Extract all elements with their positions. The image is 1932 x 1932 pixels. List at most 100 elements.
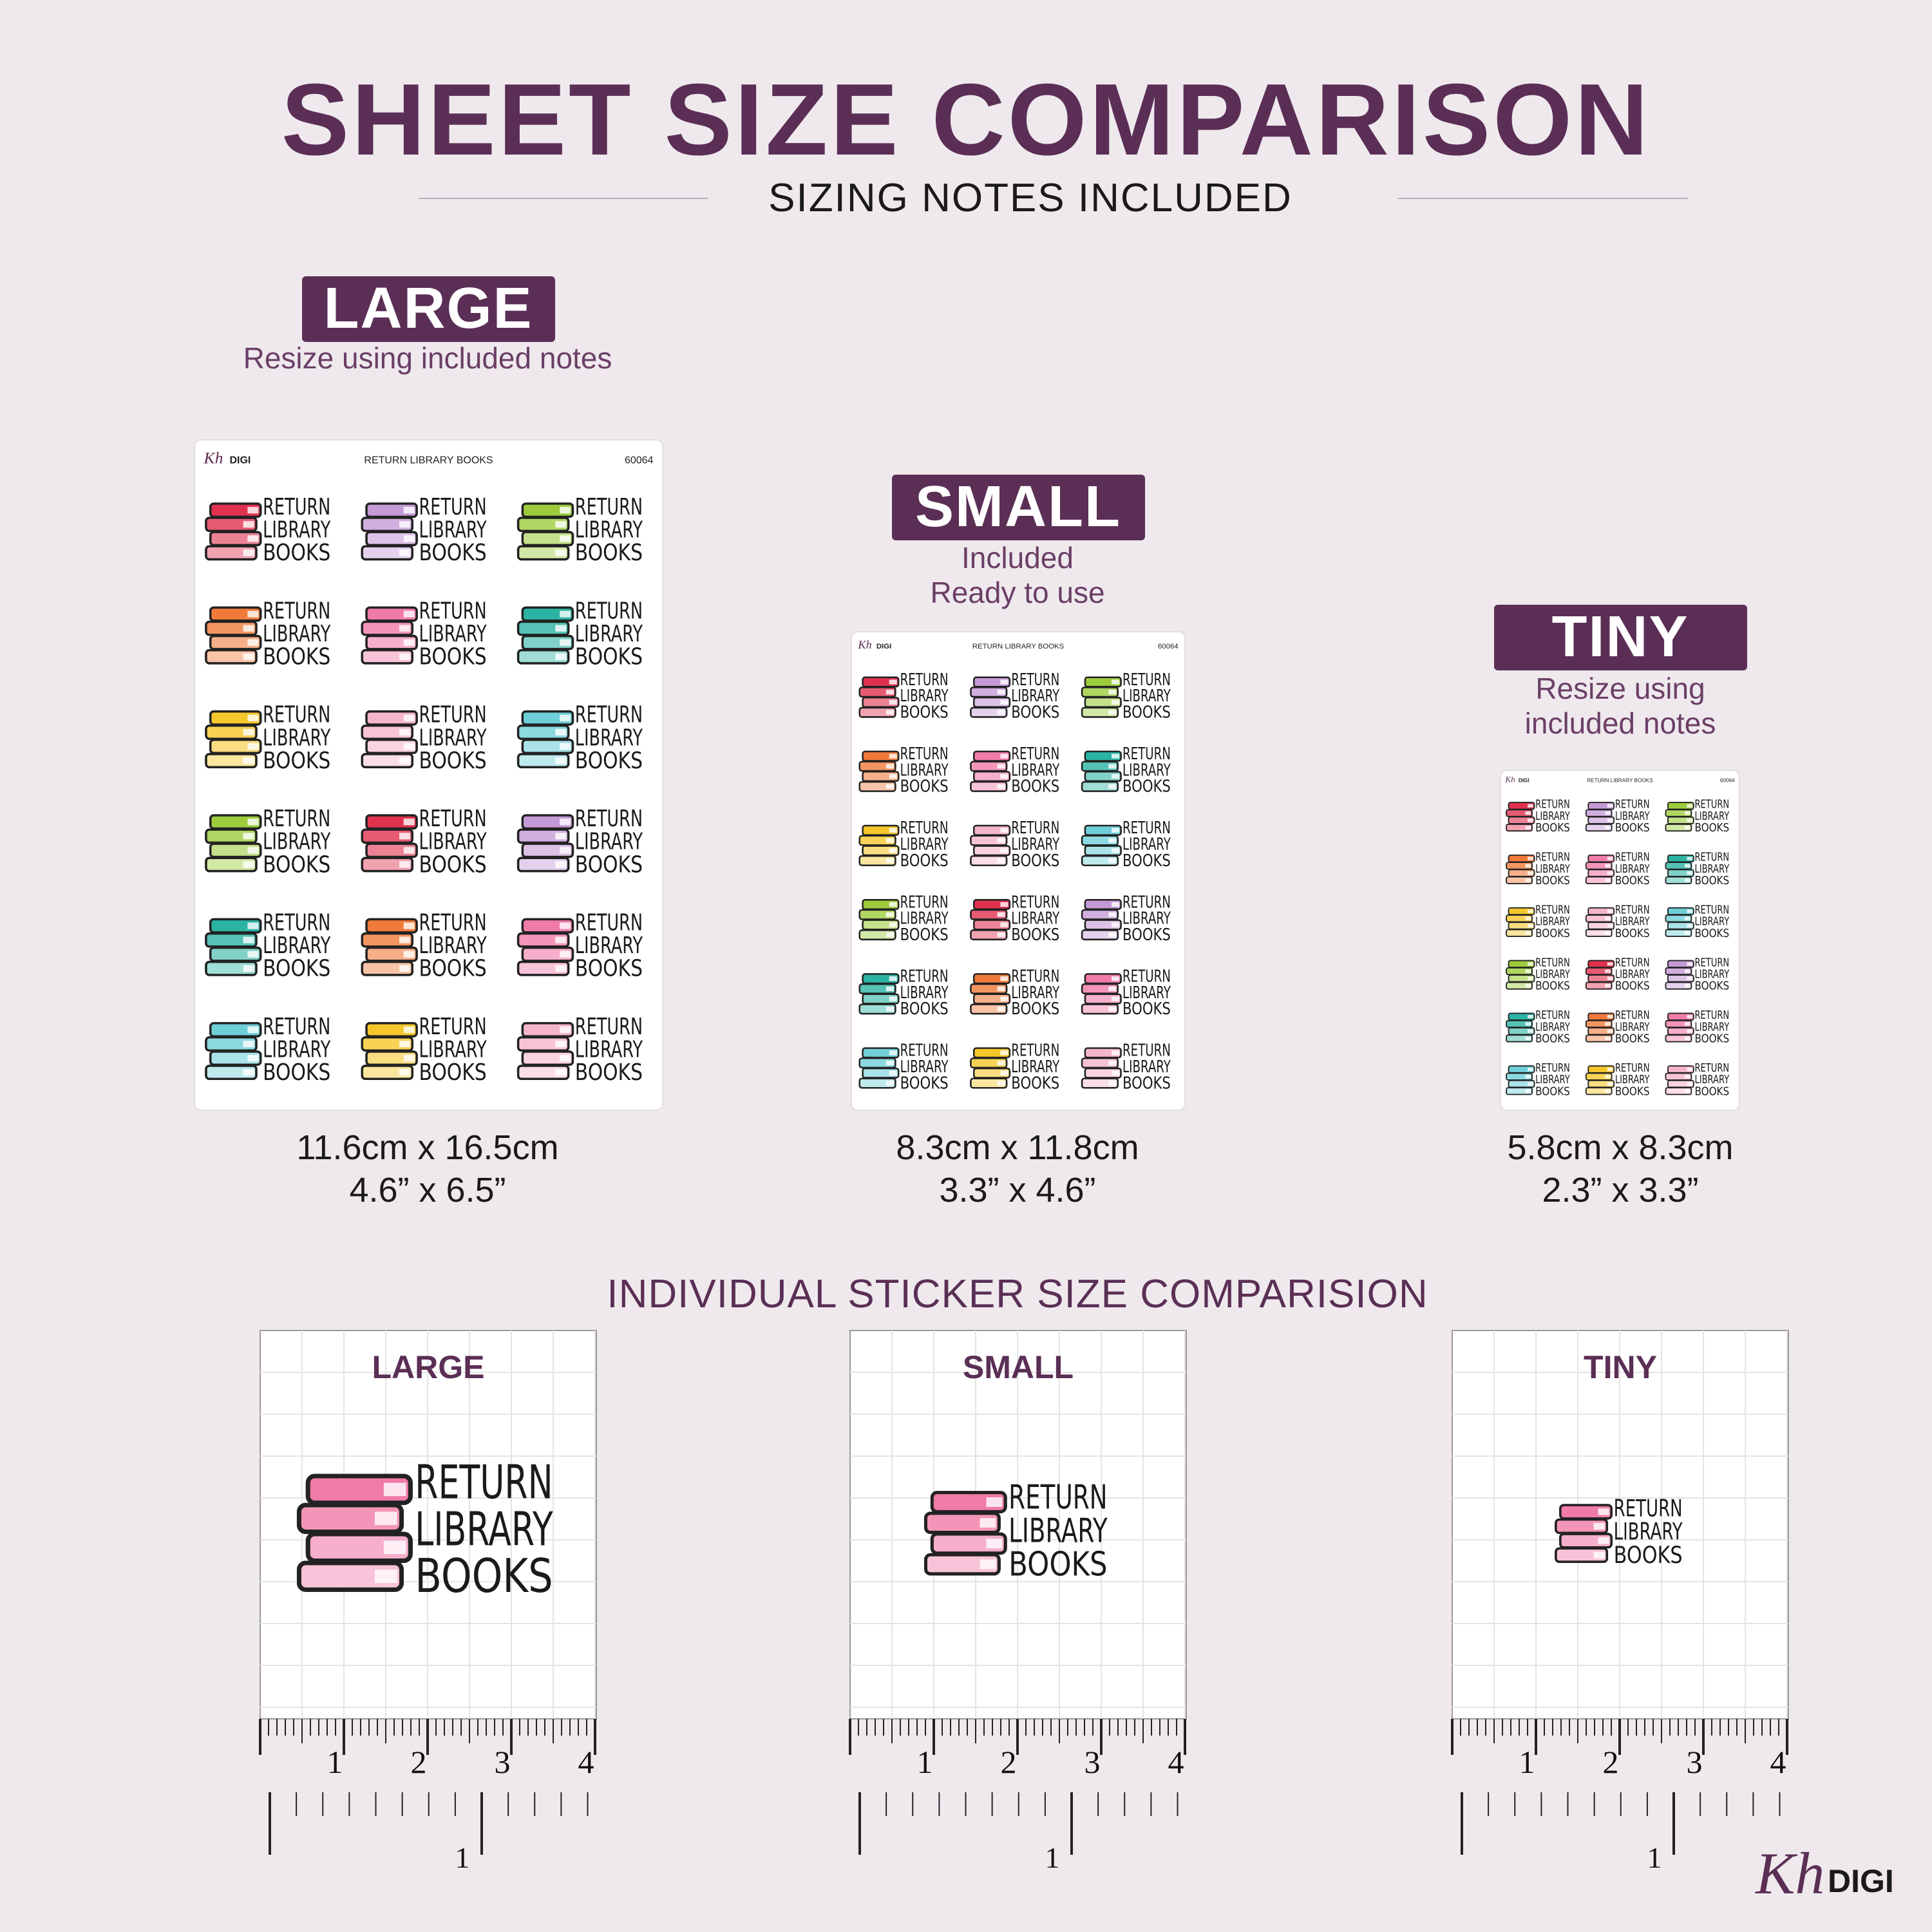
- sticker-text: LIBRARY: [1615, 862, 1650, 876]
- book-pages: [997, 858, 1005, 864]
- book-pages: [1528, 1082, 1533, 1086]
- footer-logo: Kh: [1754, 1841, 1824, 1906]
- sticker-text: RETURN: [900, 818, 949, 837]
- book-pages: [1607, 804, 1613, 808]
- sticker-text: RETURN: [1694, 903, 1729, 916]
- book-pages: [1684, 878, 1690, 882]
- sticker-text: BOOKS: [1535, 1084, 1570, 1098]
- book-pages: [1605, 826, 1611, 829]
- sheet-title: RETURN LIBRARY BOOKS: [972, 643, 1065, 650]
- brand-logo-suffix: DIGI: [876, 643, 891, 650]
- book-pages: [247, 847, 259, 854]
- sticker-text: LIBRARY: [263, 724, 330, 751]
- book-pages: [1593, 1551, 1605, 1558]
- ruler-label: 1: [1045, 1841, 1060, 1874]
- sticker-text: LIBRARY: [263, 517, 330, 544]
- sticker-text: BOOKS: [1011, 1073, 1059, 1092]
- sticker-text: LIBRARY: [415, 1502, 553, 1557]
- sticker-text: LIBRARY: [419, 621, 486, 647]
- book-pages: [243, 549, 254, 556]
- sticker-text: RETURN: [1694, 956, 1729, 969]
- sticker-text: LIBRARY: [419, 829, 486, 855]
- sticker-text: RETURN: [900, 892, 949, 911]
- sticker-text: LIBRARY: [1535, 915, 1570, 929]
- book-pages: [403, 507, 415, 514]
- sheet-title: RETURN LIBRARY BOOKS: [364, 455, 493, 466]
- book-pages: [1525, 1022, 1531, 1026]
- size-note: Resize using included notes: [243, 341, 612, 375]
- book-pages: [1112, 922, 1120, 927]
- ruler-label: 1: [455, 1841, 470, 1874]
- size-in: 4.6” x 6.5”: [349, 1171, 506, 1209]
- book-pages: [1000, 773, 1009, 779]
- book-pages: [1607, 1029, 1613, 1033]
- sticker-text: BOOKS: [1694, 1032, 1729, 1045]
- sticker-text: BOOKS: [900, 925, 949, 944]
- sticker-text: RETURN: [1535, 1009, 1570, 1022]
- book-pages: [1108, 1081, 1117, 1086]
- size-note: Included: [961, 541, 1074, 574]
- sticker-text: BOOKS: [1535, 821, 1570, 835]
- book-pages: [1000, 922, 1009, 927]
- book-pages: [247, 743, 259, 750]
- book-pages: [1605, 969, 1611, 973]
- book-pages: [1607, 1067, 1613, 1072]
- book-pages: [555, 521, 567, 528]
- sticker-text: LIBRARY: [575, 1036, 643, 1063]
- size-note: Resize using: [1535, 672, 1705, 705]
- sticker-text: BOOKS: [419, 644, 486, 670]
- sticker-text: RETURN: [263, 702, 330, 728]
- sticker-text: LIBRARY: [1694, 810, 1729, 823]
- book-pages: [1607, 962, 1613, 966]
- ruler-label: 3: [1687, 1744, 1703, 1780]
- book-pages: [243, 833, 254, 840]
- book-pages: [403, 714, 415, 722]
- sticker-text: BOOKS: [1122, 925, 1171, 944]
- sticker-text: RETURN: [575, 909, 643, 936]
- sticker-text: LIBRARY: [419, 933, 486, 959]
- panel-label: SMALL: [963, 1349, 1074, 1385]
- book-pages: [399, 1040, 410, 1048]
- book-pages: [1112, 1050, 1120, 1056]
- panel-label: LARGE: [372, 1349, 485, 1385]
- sticker-text: LIBRARY: [900, 760, 949, 779]
- sticker-text: BOOKS: [1535, 1032, 1570, 1045]
- book-pages: [560, 819, 571, 826]
- sticker-text: RETURN: [1535, 1061, 1570, 1075]
- book-pages: [555, 625, 567, 632]
- sticker-text: RETURN: [415, 1456, 553, 1510]
- sticker-text: LIBRARY: [1122, 1057, 1171, 1076]
- book-pages: [1112, 753, 1120, 759]
- book-pages: [997, 912, 1005, 917]
- book-pages: [1112, 848, 1120, 853]
- book-pages: [1605, 878, 1611, 882]
- book-pages: [1525, 1036, 1531, 1041]
- book-pages: [1528, 871, 1533, 875]
- book-pages: [1607, 857, 1613, 860]
- sheet-title: RETURN LIBRARY BOOKS: [1587, 778, 1653, 784]
- book-pages: [243, 521, 254, 528]
- book-pages: [1684, 1089, 1690, 1093]
- book-pages: [1684, 969, 1690, 973]
- book-pages: [1684, 1036, 1690, 1041]
- book-pages: [997, 764, 1005, 769]
- book-pages: [1108, 858, 1117, 864]
- sticker-text: BOOKS: [1122, 703, 1171, 722]
- book-pages: [1687, 923, 1693, 928]
- book-pages: [1112, 976, 1120, 981]
- book-pages: [243, 861, 254, 868]
- book-pages: [247, 535, 259, 542]
- book-pages: [1000, 753, 1009, 759]
